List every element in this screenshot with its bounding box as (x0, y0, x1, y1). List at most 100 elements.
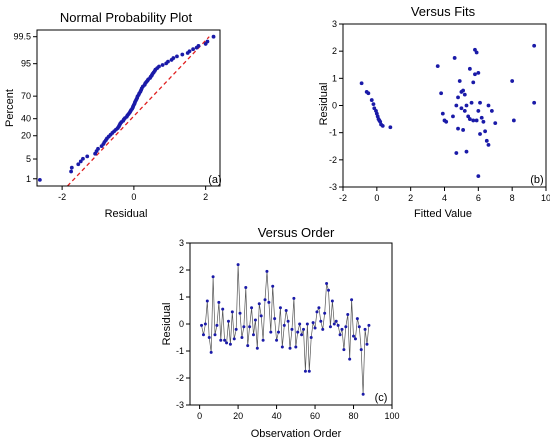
panel-c-point (282, 323, 286, 327)
panel-c-point (221, 307, 225, 311)
panel-a-plot: -2 0 2 1 5 20 40 70 95 99.5 (13, 32, 216, 202)
panel-c-xtick-label: 40 (272, 411, 282, 421)
panel-b-point (489, 109, 494, 113)
panel-c-point (246, 344, 250, 348)
panel-c-xtick-label: 80 (349, 411, 359, 421)
panel-c-point (209, 350, 213, 354)
panel-b-ylabel: Residual (318, 83, 330, 126)
panel-c-point (352, 334, 356, 338)
panel-c-point (344, 325, 348, 329)
panel-b-ytick-label: 0 (332, 101, 337, 111)
panel-c-ytick-label: 3 (179, 238, 184, 248)
panel-c-point (307, 369, 311, 373)
panel-c-xtick-label: 100 (384, 411, 399, 421)
panel-c-point (346, 313, 350, 317)
panel-c-point (300, 333, 304, 337)
panel-b-point (439, 91, 444, 96)
panel-c-xlabel: Observation Order (251, 428, 342, 440)
panel-b-frame (342, 23, 547, 188)
panel-c-point (242, 325, 246, 329)
panel-c-point (294, 345, 298, 349)
panel-b-point (454, 151, 459, 155)
panel-c-point (286, 319, 290, 323)
panel-c-point (211, 275, 215, 279)
panel-b-xtick-label: 4 (442, 193, 447, 203)
panel-b-title: Versus Fits (411, 4, 476, 19)
panel-c-point (219, 338, 223, 342)
panel-c-xtick-label: 20 (233, 411, 243, 421)
panel-c-frame (189, 242, 393, 406)
panel-b-point (481, 119, 486, 124)
panel-c-point (253, 318, 257, 322)
panel-b-point (456, 95, 460, 100)
panel-a-point (171, 56, 176, 60)
panel-c-point (317, 306, 321, 310)
panel-a-xtick-label: -2 (58, 192, 66, 202)
panel-c-point (225, 341, 229, 345)
panel-b-point (473, 72, 477, 77)
panel-c-point (328, 325, 332, 329)
panel-b-point (474, 50, 479, 55)
panel-c-point (298, 322, 302, 326)
panel-a-ytick-label: 5 (26, 154, 31, 164)
panel-c-label: (c) (375, 392, 388, 404)
panel-b-point (359, 81, 364, 86)
panel-c-point (288, 346, 292, 350)
panel-b-point (532, 43, 537, 48)
panel-c-point (284, 309, 288, 312)
panel-a-ylabel: Percent (4, 89, 16, 127)
panel-b-xlabel: Fitted Value (414, 208, 472, 220)
panel-a-point (157, 64, 161, 69)
panel-b-point (369, 98, 374, 102)
panel-c-plot: 0 20 40 60 80 100 -3 -2 -1 0 1 2 3 (176, 238, 400, 421)
panel-b-point (486, 103, 491, 108)
panel-c-point (217, 300, 221, 304)
panel-a-normal-probability: Normal Probability Plot Percent Residual… (4, 10, 222, 220)
panel-c-point (201, 333, 205, 337)
panel-c-point (302, 327, 306, 331)
panel-b-point (462, 92, 467, 97)
panel-b-point (372, 106, 377, 111)
panel-c-point (350, 298, 354, 302)
panel-c-point (292, 296, 296, 300)
panel-c-point (213, 333, 217, 337)
panel-a-point (191, 47, 195, 52)
panel-b-point (471, 118, 476, 123)
panel-c-point (313, 326, 317, 330)
panel-c-point (367, 323, 371, 327)
panel-a-point (85, 154, 90, 159)
panel-a-xtick-label: 2 (203, 192, 208, 202)
panel-c-ytick-label: 2 (179, 265, 184, 275)
panel-c-point (267, 300, 271, 304)
panel-b-point (371, 102, 376, 107)
panel-c-point (361, 392, 365, 396)
panel-c-versus-order: Versus Order Residual Observation Order … (161, 225, 400, 440)
panel-b-point (461, 128, 466, 132)
panel-c-point (348, 357, 352, 361)
panel-b-point (380, 123, 385, 128)
panel-b-point (471, 80, 476, 85)
panel-c-point (273, 317, 277, 321)
panel-c-xtick-label: 60 (310, 411, 320, 421)
panel-b-point (466, 114, 471, 119)
panel-a-ytick-label: 20 (21, 131, 31, 141)
panel-b-point (476, 174, 481, 179)
panel-a-ytick-label: 1 (26, 174, 31, 184)
panel-c-point (261, 338, 265, 342)
panel-c-point (334, 319, 338, 323)
panel-c-point (263, 298, 267, 302)
panel-c-point (248, 325, 252, 329)
panel-b-ytick-label: -3 (329, 182, 337, 192)
panel-c-point (303, 369, 307, 373)
panel-b-point (473, 47, 477, 52)
panel-b-point (459, 106, 464, 111)
panel-c-ytick-label: -2 (176, 373, 184, 383)
panel-b-point (366, 91, 371, 96)
panel-b-point (467, 117, 472, 121)
panel-b-point (457, 79, 462, 83)
panel-a-ytick-label: 70 (21, 91, 31, 101)
panel-a-point (160, 63, 165, 67)
panel-a-point (81, 156, 85, 161)
panel-c-point (321, 327, 325, 331)
